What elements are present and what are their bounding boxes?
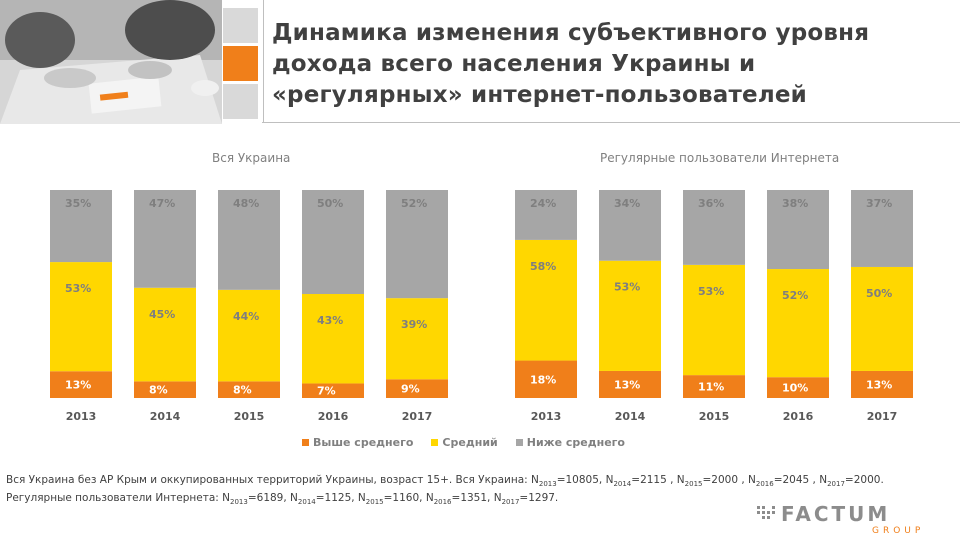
data-label-above-1-2017: 9% xyxy=(401,383,420,396)
data-label-above-1-2014: 8% xyxy=(149,384,168,397)
legend-swatch-below xyxy=(515,439,523,446)
bar-above-1-2014 xyxy=(134,381,196,398)
x-tick-1-2017: 2017 xyxy=(402,410,433,423)
bar-below-2-2016 xyxy=(767,190,829,270)
decor-square-top xyxy=(223,8,258,43)
bar-below-2-2017 xyxy=(851,190,913,267)
legend-item-below: Ниже среднего xyxy=(515,436,625,449)
x-tick-1-2013: 2013 xyxy=(66,410,97,423)
bar-above-2-2017 xyxy=(851,370,913,398)
data-label-below-2-2013: 24% xyxy=(530,197,556,210)
bar-below-1-2015 xyxy=(218,190,280,290)
bar-above-1-2015 xyxy=(218,381,280,398)
data-label-middle-2-2015: 53% xyxy=(698,285,724,298)
data-label-middle-1-2014: 45% xyxy=(149,308,175,321)
footnote: Вся Украина без АР Крым и оккупированных… xyxy=(6,474,916,509)
data-label-above-2-2017: 13% xyxy=(866,378,892,391)
data-label-above-1-2013: 13% xyxy=(65,379,91,392)
data-label-above-2-2013: 18% xyxy=(530,373,556,386)
bar-middle-1-2015 xyxy=(218,289,280,382)
bar-middle-1-2016 xyxy=(302,294,364,384)
bar-middle-2-2014 xyxy=(599,260,661,371)
data-label-below-2-2016: 38% xyxy=(782,197,808,210)
footnote-line1: Вся Украина без АР Крым и оккупированных… xyxy=(6,474,884,489)
bar-below-1-2013 xyxy=(50,190,112,263)
legend-swatch-middle xyxy=(431,439,439,446)
x-tick-1-2016: 2016 xyxy=(318,410,349,423)
footnote-line2: Регулярные пользователи Интернета: N2013… xyxy=(6,491,559,506)
data-label-middle-2-2016: 52% xyxy=(782,289,808,302)
x-tick-1-2015: 2015 xyxy=(234,410,265,423)
data-label-above-1-2016: 7% xyxy=(317,385,336,398)
bar-below-2-2014 xyxy=(599,190,661,261)
logo-subtext: GROUP xyxy=(872,526,924,536)
data-label-middle-2-2014: 53% xyxy=(614,281,640,294)
bar-above-1-2016 xyxy=(302,383,364,398)
bar-middle-1-2017 xyxy=(386,298,448,380)
page-title: Динамика изменения субъективного уровня … xyxy=(272,18,952,111)
data-label-above-2-2014: 13% xyxy=(614,378,640,391)
data-label-below-1-2015: 48% xyxy=(233,197,259,210)
data-label-above-2-2015: 11% xyxy=(698,381,724,394)
x-tick-2-2015: 2015 xyxy=(699,410,730,423)
x-tick-2-2013: 2013 xyxy=(531,410,562,423)
legend-label-middle: Средний xyxy=(442,436,498,449)
bar-below-1-2016 xyxy=(302,190,364,294)
header-divider-horizontal xyxy=(262,122,960,123)
x-tick-2-2014: 2014 xyxy=(615,410,646,423)
bar-middle-1-2013 xyxy=(50,262,112,372)
chart-title-1: Вся Украина xyxy=(212,151,290,165)
bar-above-2-2015 xyxy=(683,375,745,398)
data-label-below-1-2013: 35% xyxy=(65,197,91,210)
page-title-line3: «регулярных» интернет-пользователей xyxy=(272,82,807,108)
decor-square-bottom xyxy=(223,84,258,119)
x-tick-2-2017: 2017 xyxy=(867,410,898,423)
legend-label-below: Ниже среднего xyxy=(526,436,625,449)
data-label-middle-2-2013: 58% xyxy=(530,260,556,273)
page-title-line1: Динамика изменения субъективного уровня xyxy=(272,20,870,46)
data-label-below-2-2014: 34% xyxy=(614,197,640,210)
x-tick-1-2014: 2014 xyxy=(150,410,181,423)
legend-swatch-above xyxy=(302,439,309,446)
bar-above-2-2014 xyxy=(599,370,661,398)
data-label-below-1-2016: 50% xyxy=(317,197,343,210)
data-label-below-1-2017: 52% xyxy=(401,197,427,210)
bar-middle-2-2016 xyxy=(767,269,829,378)
data-label-below-1-2014: 47% xyxy=(149,197,175,210)
data-label-middle-1-2015: 44% xyxy=(233,310,259,323)
data-label-middle-1-2017: 39% xyxy=(401,318,427,331)
x-tick-2-2016: 2016 xyxy=(783,410,814,423)
bar-below-1-2017 xyxy=(386,190,448,299)
bar-above-2-2016 xyxy=(767,377,829,398)
chart-title-2: Регулярные пользователи Интернета xyxy=(600,151,839,165)
data-label-middle-1-2013: 53% xyxy=(65,282,91,295)
bar-middle-2-2015 xyxy=(683,264,745,376)
legend-item-above: Выше среднего xyxy=(302,436,413,449)
bar-below-1-2014 xyxy=(134,190,196,288)
data-label-above-1-2015: 8% xyxy=(233,384,252,397)
legend-label-above: Выше среднего xyxy=(313,436,414,449)
factum-logo: FACTUM GROUP xyxy=(757,502,924,536)
bar-above-1-2017 xyxy=(386,379,448,398)
legend-item-middle: Средний xyxy=(431,436,498,449)
decor-square-accent xyxy=(223,46,258,81)
data-label-below-2-2017: 37% xyxy=(866,197,892,210)
bar-below-2-2015 xyxy=(683,190,745,265)
data-label-above-2-2016: 10% xyxy=(782,382,808,395)
bar-below-2-2013 xyxy=(515,190,577,240)
header-photo xyxy=(0,0,222,124)
page-title-line2: дохода всего населения Украины и xyxy=(272,51,756,77)
bar-middle-1-2014 xyxy=(134,287,196,382)
logo-text: FACTUM xyxy=(781,502,890,526)
bar-middle-2-2017 xyxy=(851,266,913,371)
bar-above-2-2013 xyxy=(515,360,577,398)
header-divider-vertical xyxy=(263,0,264,122)
bar-middle-2-2013 xyxy=(515,239,577,361)
data-label-below-2-2015: 36% xyxy=(698,197,724,210)
bar-above-1-2013 xyxy=(50,371,112,398)
charts-area: Вся Украина 13% 53% 35% 2013 8% 45% 47% 2014 8% 44… xyxy=(50,151,913,423)
chart-legend: Выше среднего Средний Ниже среднего xyxy=(302,436,625,449)
data-label-middle-2-2017: 50% xyxy=(866,287,892,300)
data-label-middle-1-2016: 43% xyxy=(317,314,343,327)
